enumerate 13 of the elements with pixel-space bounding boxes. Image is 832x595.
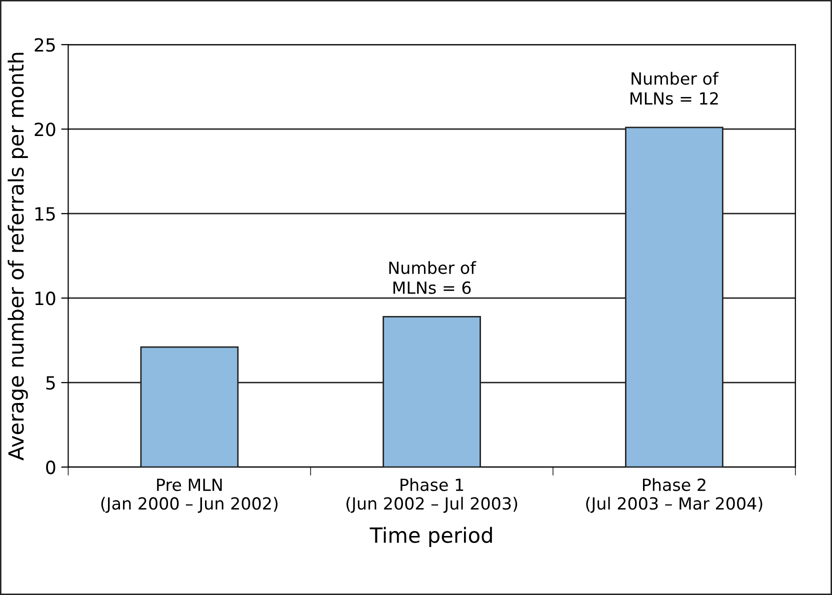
y-axis-title: Average number of referrals per month <box>8 52 28 460</box>
y-tick-label: 0 <box>46 460 56 474</box>
y-tick-label: 10 <box>35 292 56 306</box>
y-tick-label: 5 <box>46 376 55 390</box>
y-tick-label: 15 <box>35 207 55 221</box>
x-tick-label: Phase 2 (Jul 2003 – Mar 2004) <box>586 478 762 513</box>
annotation: Number of MLNs = 12 <box>630 72 719 105</box>
y-tick-label: 25 <box>34 38 55 52</box>
y-tick-label: 20 <box>34 122 56 136</box>
x-axis-title: Time period <box>370 526 492 548</box>
annotation: Number of MLNs = 6 <box>389 261 476 294</box>
x-tick-label: Pre MLN (Jan 2000 – Jun 2002) <box>101 478 278 513</box>
x-tick-label: Phase 1 (Jun 2002 – Jul 2003) <box>346 478 518 513</box>
